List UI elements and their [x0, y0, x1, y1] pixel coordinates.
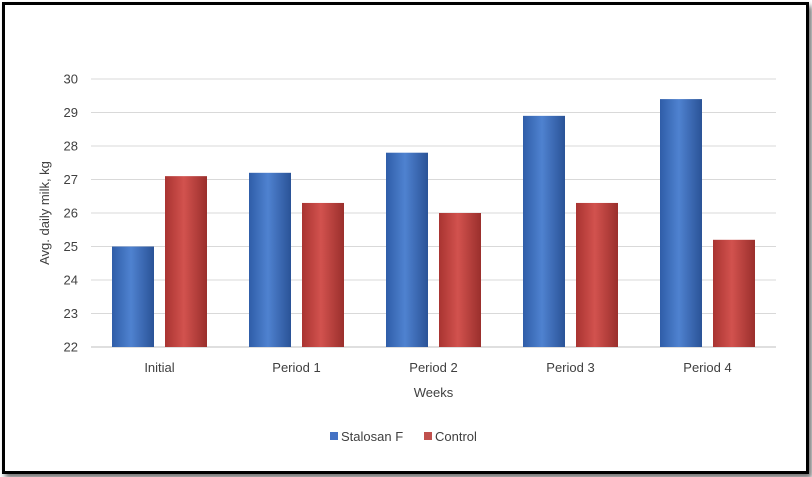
legend: Stalosan F Control	[330, 429, 477, 444]
legend-swatch	[330, 432, 338, 440]
x-tick-label: Initial	[144, 360, 174, 375]
x-tick-label: Period 3	[546, 360, 594, 375]
legend-label: Stalosan F	[341, 429, 403, 444]
x-tick-label: Period 1	[272, 360, 320, 375]
bar-stalosan-f-period-1	[249, 172, 291, 347]
y-axis-title: Avg. daily milk, kg	[37, 161, 52, 265]
bar-control-initial	[165, 176, 207, 347]
legend-swatch	[424, 432, 432, 440]
legend-label: Control	[435, 429, 477, 444]
y-tick-label: 23	[64, 306, 78, 321]
bar-control-period-4	[713, 239, 755, 347]
bar-stalosan-f-period-2	[386, 152, 428, 347]
y-tick-label: 22	[64, 340, 78, 355]
y-tick-label: 26	[64, 206, 78, 221]
x-tick-label: Period 2	[409, 360, 457, 375]
y-tick-label: 24	[64, 273, 78, 288]
bar-control-period-2	[439, 213, 481, 347]
bar-control-period-3	[576, 202, 618, 347]
x-tick-label: Period 4	[683, 360, 731, 375]
bar-control-period-1	[302, 202, 344, 347]
y-tick-label: 27	[64, 172, 78, 187]
bar-stalosan-f-period-4	[660, 99, 702, 347]
y-tick-label: 30	[64, 72, 78, 87]
bars	[112, 99, 755, 347]
x-axis-title: Weeks	[414, 385, 454, 400]
y-tick-label: 25	[64, 239, 78, 254]
y-tick-label: 29	[64, 105, 78, 120]
bar-stalosan-f-initial	[112, 246, 154, 347]
y-tick-label: 28	[64, 139, 78, 154]
bar-stalosan-f-period-3	[523, 115, 565, 347]
y-tick-labels: 22 23 24 25 26 27 28 29 30	[64, 72, 78, 355]
x-tick-labels: Initial Period 1 Period 2 Period 3 Period 4	[144, 360, 731, 375]
